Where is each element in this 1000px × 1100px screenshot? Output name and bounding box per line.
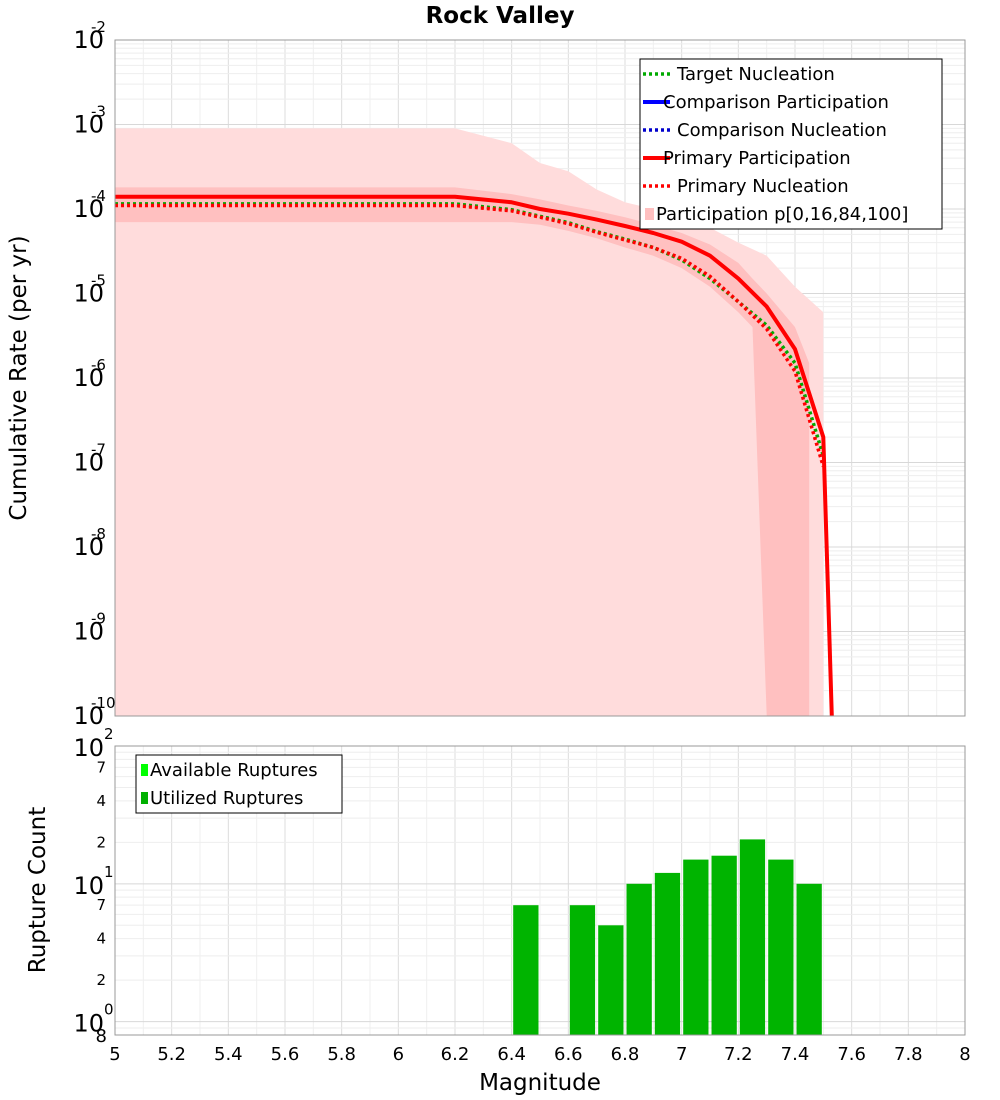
legend-label: Comparison Nucleation — [677, 120, 887, 141]
count-bar — [768, 859, 794, 1035]
x-tick-label: 5 — [109, 1044, 120, 1065]
chart-title: Rock Valley — [426, 3, 575, 29]
count-y-minor-label: 7 — [96, 896, 106, 914]
rate-y-tick-exponent: -10 — [91, 694, 116, 712]
x-tick-label: 7.8 — [894, 1044, 923, 1065]
count-bar — [739, 839, 766, 1035]
rate-y-tick-exponent: -5 — [91, 272, 106, 290]
count-legend: Available Ruptures Utilized Ruptures — [135, 754, 343, 814]
x-tick-label: 6.8 — [611, 1044, 640, 1065]
count-x-tick-labels: 5 5.2 5.4 5.6 5.8 6 6.2 6.4 6.6 6.8 7 7.2 7.4 7.6 7.8 8 — [109, 1044, 970, 1065]
x-tick-label: 6 — [393, 1044, 404, 1065]
legend-swatch-bar — [141, 764, 148, 776]
count-bar — [569, 905, 596, 1035]
rate-y-tick-exponent: -2 — [91, 18, 106, 36]
legend-label: Target Nucleation — [676, 64, 835, 85]
count-y-major-label: 10 — [73, 872, 104, 900]
count-bar — [683, 859, 709, 1035]
rate-plot-frame — [114, 39, 966, 717]
count-bar — [598, 925, 624, 1035]
count-bar — [711, 855, 737, 1035]
count-y-major-label: 10 — [73, 1010, 104, 1038]
legend-swatch-bar — [141, 792, 148, 804]
count-y-major-exponent: 1 — [104, 863, 114, 881]
count-y-minor-label: 7 — [96, 758, 106, 776]
rate-y-tick-exponent: -6 — [91, 356, 106, 374]
rate-y-tick-label: 10 — [73, 618, 104, 646]
legend-label: Comparison Participation — [663, 92, 889, 113]
rate-legend-box — [639, 58, 943, 230]
rate-y-tick-label: 10 — [73, 111, 104, 139]
rate-y-tick-label: 10 — [73, 280, 104, 308]
rate-y-tick-label: 10 — [73, 449, 104, 477]
x-tick-label: 5.2 — [157, 1044, 186, 1065]
rate-y-tick-label: 10 — [73, 26, 104, 54]
x-tick-label: 7.2 — [724, 1044, 753, 1065]
legend-label: Primary Nucleation — [677, 176, 849, 197]
rate-plot: 10-210-310-410-510-610-710-810-910-10 Ro… — [6, 3, 966, 730]
count-y-major-exponent: 0 — [104, 1001, 114, 1019]
count-legend-box — [135, 754, 343, 814]
x-axis-title: Magnitude — [479, 1070, 601, 1096]
legend-label: Participation p[0,16,84,100] — [656, 204, 908, 225]
x-tick-label: 8 — [959, 1044, 970, 1065]
rate-y-tick-exponent: -7 — [91, 441, 106, 459]
count-bar — [513, 905, 539, 1035]
legend-swatch-band — [645, 208, 654, 220]
x-tick-label: 7.4 — [781, 1044, 810, 1065]
count-bar — [626, 883, 652, 1035]
x-tick-label: 5.6 — [271, 1044, 300, 1065]
legend-label: Primary Participation — [663, 148, 851, 169]
participation-band — [115, 128, 824, 716]
legend-label: Utilized Ruptures — [150, 788, 303, 809]
rate-legend: Target Nucleation Comparison Participatio… — [639, 58, 943, 230]
count-bar — [796, 883, 822, 1035]
count-y-minor-label: 4 — [96, 792, 106, 810]
rate-y-tick-label: 10 — [73, 195, 104, 223]
rate-y-tick-labels: 10-210-310-410-510-610-710-810-910-10 — [73, 18, 115, 730]
rate-y-tick-label: 10 — [73, 702, 104, 730]
x-tick-label: 7 — [676, 1044, 687, 1065]
count-y-major-exponent: 2 — [104, 725, 114, 743]
rate-y-axis-title: Cumulative Rate (per yr) — [6, 235, 32, 520]
rate-y-tick-exponent: -3 — [91, 103, 106, 121]
count-bar — [654, 872, 681, 1035]
series-line-primary-nucleation — [115, 203, 825, 467]
count-y-minor-label: 2 — [96, 833, 106, 851]
rate-y-tick-label: 10 — [73, 533, 104, 561]
rate-series — [115, 194, 834, 717]
rate-y-tick-exponent: -8 — [91, 525, 106, 543]
count-bars — [513, 839, 822, 1035]
count-y-minor-label: 2 — [96, 971, 106, 989]
count-y-axis-title: Rupture Count — [25, 807, 51, 973]
rate-y-tick-exponent: -4 — [91, 187, 106, 205]
x-tick-label: 5.4 — [214, 1044, 243, 1065]
x-tick-label: 6.4 — [497, 1044, 526, 1065]
x-tick-label: 6.6 — [554, 1044, 583, 1065]
x-tick-label: 5.8 — [327, 1044, 356, 1065]
count-y-major-label: 10 — [73, 734, 104, 762]
series-line-primary-participation — [115, 194, 834, 717]
x-tick-label: 7.6 — [837, 1044, 866, 1065]
rate-y-tick-label: 10 — [73, 364, 104, 392]
x-tick-label: 6.2 — [441, 1044, 470, 1065]
legend-label: Available Ruptures — [150, 760, 318, 781]
count-plot-frame — [114, 745, 966, 1036]
rate-y-tick-exponent: -9 — [91, 610, 106, 628]
count-y-bottom-label: 8 — [96, 1026, 107, 1047]
participation-bands — [115, 128, 824, 716]
count-y-minor-label: 4 — [96, 930, 106, 948]
